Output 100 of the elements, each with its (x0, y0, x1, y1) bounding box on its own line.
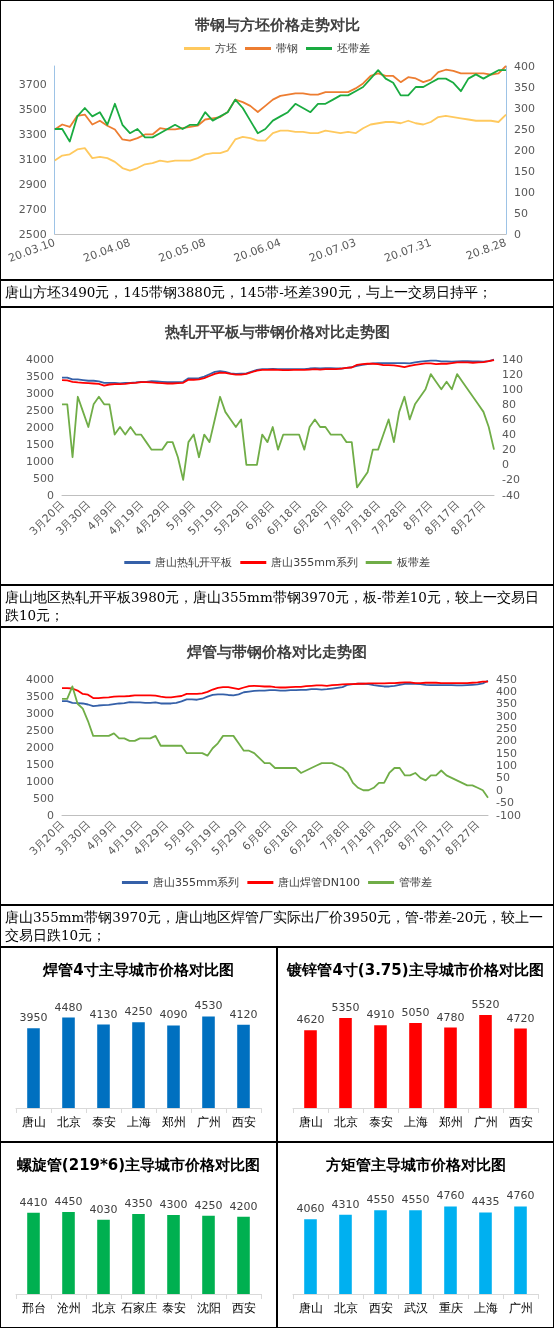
data-label: 4760 (506, 1189, 535, 1203)
bar (409, 1022, 422, 1108)
x-tick-label: 重庆 (438, 1301, 463, 1315)
line-series (61, 685, 489, 799)
x-tick-label: 上海 (473, 1301, 498, 1315)
data-label: 5350 (331, 1000, 360, 1014)
y2-tick-label: -40 (502, 488, 520, 502)
text: 唐山地区热轧开平板3980元，唐山355mm带钢3970元，板-带差10元，较上一交易日跌10元； (0, 585, 554, 627)
y2-tick-label: 0 (502, 458, 509, 472)
bar (237, 1216, 250, 1294)
y2-tick-label: 350 (496, 697, 517, 711)
x-tick-label: 郑州 (438, 1115, 463, 1129)
line-series (61, 680, 489, 699)
x-tick-label: 北京 (333, 1115, 358, 1129)
y2-tick-label: 0 (514, 227, 521, 241)
data-label: 4550 (401, 1193, 430, 1207)
y2-tick-label: 450 (496, 672, 517, 686)
y2-tick-label: 200 (514, 143, 535, 157)
data-label: 4760 (436, 1189, 465, 1203)
x-tick-label: 沧州 (56, 1301, 81, 1315)
legend-label: 管带差 (399, 876, 433, 889)
chart-title: 镀锌管4寸(3.75)主导城市价格对比图 (286, 960, 544, 979)
legend-label: 板带差 (395, 556, 430, 569)
y2-tick-label: 80 (502, 397, 516, 411)
y-tick-label: 2000 (26, 420, 54, 434)
bar (27, 1212, 40, 1294)
data-label: 4350 (124, 1196, 153, 1210)
y2-tick-label: 150 (514, 164, 535, 178)
x-tick-label: 唐山 (298, 1301, 323, 1315)
bar (202, 1215, 215, 1294)
data-label: 4250 (124, 1005, 153, 1019)
x-tick-label: 西安 (508, 1115, 533, 1129)
bar (479, 1015, 492, 1108)
data-label: 4435 (471, 1195, 500, 1209)
y-tick-label: 3500 (26, 369, 54, 383)
data-label: 4620 (296, 1013, 325, 1027)
data-label: 4450 (54, 1195, 83, 1209)
y2-tick-label: 20 (502, 443, 516, 457)
bar (444, 1206, 457, 1294)
legend-label: 唐山热轧开平板 (155, 556, 233, 569)
x-tick-label: 广州 (196, 1115, 221, 1129)
bar (444, 1027, 457, 1108)
data-label: 4120 (229, 1007, 258, 1021)
chart-title: 焊管4寸主导城市价格对比图 (42, 960, 234, 979)
bar (132, 1213, 145, 1294)
legend-label: 唐山355mm系列 (271, 556, 358, 569)
y-tick-label: 3100 (18, 152, 47, 166)
data-label: 5520 (471, 998, 500, 1012)
bar (514, 1206, 527, 1294)
x-tick-label: 唐山 (21, 1115, 46, 1129)
bar (62, 1017, 75, 1108)
legend-label: 方坯 (215, 42, 237, 55)
bar (62, 1212, 75, 1294)
y-tick-label: 1500 (26, 757, 54, 771)
y-tick-label: 3500 (18, 103, 47, 117)
y-tick-label: 3500 (26, 689, 54, 703)
bar (97, 1219, 110, 1294)
data-label: 4060 (296, 1202, 325, 1216)
bar (132, 1022, 145, 1108)
x-tick-label: 北京 (333, 1301, 358, 1315)
chart-title: 热轧开平板与带钢价格对比走势图 (163, 322, 390, 341)
y-tick-label: 0 (47, 808, 54, 822)
y2-tick-label: 50 (496, 771, 510, 785)
x-tick-label: 广州 (473, 1115, 498, 1129)
chart-title: 带钢与方坯价格走势对比 (194, 15, 360, 34)
bar (237, 1024, 250, 1108)
y2-tick-label: -50 (496, 796, 514, 810)
data-label: 4720 (506, 1011, 535, 1025)
y2-tick-label: 0 (496, 783, 503, 797)
y2-tick-label: 200 (496, 734, 517, 748)
y-tick-label: 4000 (26, 672, 54, 686)
y2-tick-label: 300 (514, 101, 535, 115)
y2-tick-label: 400 (496, 684, 517, 698)
y2-tick-label: -20 (502, 473, 520, 487)
y2-tick-label: 60 (502, 412, 516, 426)
x-tick-label: 武汉 (403, 1301, 428, 1315)
x-tick-label: 泰安 (91, 1115, 116, 1129)
y2-tick-label: 100 (514, 185, 535, 199)
y2-tick-label: 300 (496, 709, 517, 723)
data-label: 4300 (159, 1197, 188, 1211)
y-tick-label: 2700 (18, 202, 47, 216)
data-label: 4090 (159, 1008, 188, 1022)
y-tick-label: 1000 (26, 454, 54, 468)
y-tick-label: 2000 (26, 740, 54, 754)
data-label: 4200 (229, 1199, 258, 1213)
x-tick-label: 广州 (508, 1301, 533, 1315)
y-tick-label: 1000 (26, 774, 54, 788)
bar (374, 1210, 387, 1294)
text: 唐山355mm带钢3970元，唐山地区焊管厂实际出厂价3950元，管-带差-20元，较上一交易日跌10元； (0, 905, 554, 947)
text: 唐山方坯3490元，145带钢3880元，145带-坯差390元，与上一交易日持平； (0, 280, 554, 307)
y2-tick-label: 400 (514, 59, 535, 73)
chart-title: 方矩管主导城市价格对比图 (324, 1155, 506, 1174)
bar (339, 1017, 352, 1108)
bar (479, 1212, 492, 1294)
y-tick-label: 4000 (26, 352, 54, 366)
chart-title: 螺旋管(219*6)主导城市价格对比图 (15, 1155, 261, 1174)
bar (97, 1024, 110, 1108)
y2-tick-label: 100 (496, 759, 517, 773)
bar (339, 1214, 352, 1294)
y-tick-label: 2500 (26, 723, 54, 737)
